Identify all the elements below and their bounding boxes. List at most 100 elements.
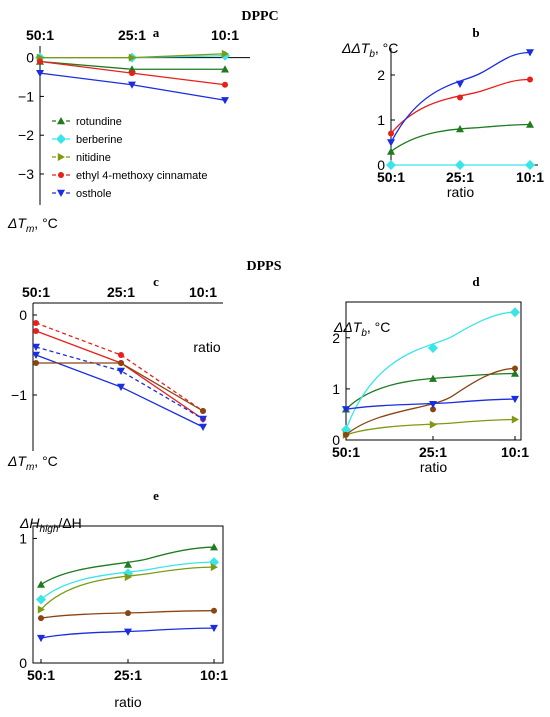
panel-e-xtick-label: 50:1	[27, 667, 55, 683]
data-point-berberine	[510, 307, 520, 318]
legend-marker	[57, 153, 65, 161]
data-point-rotundine	[128, 65, 136, 73]
series-line-osthole	[40, 627, 215, 639]
data-point-osthole-dashed-	[32, 343, 40, 351]
panel-b-xtick-label: 50:1	[377, 169, 405, 185]
panel-a-ytick-label: −3	[18, 166, 34, 182]
data-point-brown	[211, 607, 217, 614]
panel-e-ytick-label: 1	[19, 530, 27, 546]
panel-e-xlabel: ratio	[114, 694, 141, 710]
panel-c-ylabel: ΔTm, °C	[7, 453, 58, 473]
series-line-rotundine	[390, 123, 531, 153]
figure-title-dpps: DPPS	[247, 259, 282, 274]
panel-d: 0 1 2 50:1 25:1 10:1 ratio ΔΔTb, °C	[332, 301, 529, 475]
data-point-osthole	[221, 97, 229, 105]
data-point-brown	[343, 431, 349, 438]
panel-a-xtick-label: 50:1	[26, 27, 54, 43]
data-point-osthole	[342, 406, 350, 414]
panel-letter-d: d	[472, 274, 480, 289]
data-point-osthole	[456, 80, 464, 88]
series-line-ethyl-4-methoxy-cinnamate	[390, 78, 531, 134]
panel-a-xtick-label: 25:1	[118, 27, 146, 43]
data-point-rotundine	[511, 369, 519, 377]
panel-a-xtick-label: 10:1	[211, 27, 239, 43]
panel-e-frame	[32, 525, 224, 664]
data-point-ethyl-4-methoxy-cinnamate-dashed-	[33, 320, 39, 326]
data-point-brown	[512, 365, 518, 372]
data-point-rotundine	[210, 543, 218, 551]
data-point-osthole-dashed-	[199, 415, 207, 423]
series-line-rotundine	[40, 546, 215, 586]
figure-title-dppc: DPPC	[241, 9, 278, 24]
panel-c-ytick-label: −1	[11, 387, 27, 403]
panel-a-ytick-label: 0	[26, 50, 34, 66]
series-line-rotundine	[345, 372, 516, 410]
data-point-osthole	[387, 139, 395, 147]
data-point-osthole	[429, 401, 437, 409]
panel-letter-a: a	[153, 25, 160, 40]
data-point-brown	[33, 360, 39, 366]
data-point-ethyl-4-methoxy-cinnamate-dashed-	[118, 352, 124, 358]
data-point-ethyl-4-methoxy-cinnamate	[37, 58, 43, 65]
panel-e-xtick-label: 25:1	[114, 667, 142, 683]
data-point-osthole	[199, 423, 207, 431]
legend-label: ethyl 4-methoxy cinnamate	[76, 170, 207, 182]
panel-letter-e: e	[153, 488, 159, 503]
legend-marker	[57, 189, 65, 197]
data-point-osthole	[32, 351, 40, 359]
panel-b-ylabel: ΔΔTb, °C	[341, 40, 398, 60]
legend-label: nitidine	[76, 152, 111, 164]
data-point-ethyl-4-methoxy-cinnamate	[457, 94, 463, 101]
panel-e-ytick-label: 0	[19, 655, 27, 671]
panel-b-ytick-label: 1	[377, 112, 385, 128]
panel-b: 0 1 2 50:1 25:1 10:1 ratio ΔΔTb, °C	[341, 40, 544, 200]
data-point-osthole	[37, 634, 45, 643]
series-line-brown	[345, 367, 516, 436]
data-point-osthole	[210, 624, 218, 633]
panel-d-xtick-label: 10:1	[501, 444, 529, 460]
data-point-berberine	[386, 160, 396, 170]
panel-b-ytick-label: 0	[377, 157, 385, 173]
panel-c-xtick-label: 25:1	[107, 284, 135, 300]
data-point-nitidine	[210, 563, 218, 572]
data-point-rotundine	[526, 120, 534, 128]
series-line-osthole	[390, 51, 531, 143]
data-point-brown	[38, 615, 44, 622]
panel-e-xtick-label: 10:1	[200, 667, 228, 683]
panel-d-xtick-label: 25:1	[419, 444, 447, 460]
panel-c: 0 −1 50:1 25:1 10:1 ratio ΔTm, °C	[7, 284, 223, 473]
data-point-rotundine	[37, 580, 45, 588]
panel-b-ytick-label: 2	[377, 67, 385, 83]
data-point-berberine	[455, 160, 465, 170]
panel-a-ylabel: ΔTm, °C	[7, 215, 58, 235]
panel-letter-b: b	[472, 25, 479, 40]
data-point-brown	[200, 408, 206, 414]
data-point-rotundine	[387, 147, 395, 155]
data-point-ethyl-4-methoxy-cinnamate	[129, 70, 135, 77]
legend-label: osthole	[76, 188, 111, 200]
series-line-ethyl-4-methoxy-cinnamate	[35, 330, 204, 420]
data-point-berberine	[36, 594, 46, 605]
data-point-brown	[118, 360, 124, 366]
series-line-nitidine	[345, 418, 516, 436]
data-point-rotundine	[429, 374, 437, 382]
data-point-rotundine	[124, 560, 132, 568]
panel-letter-c: c	[153, 274, 159, 289]
series-line-osthole-dashed-	[35, 346, 204, 420]
data-point-nitidine	[511, 415, 519, 424]
series-line-berberine	[40, 561, 215, 600]
data-point-osthole-dashed-	[117, 367, 125, 375]
legend-marker	[56, 134, 66, 144]
legend-marker	[57, 117, 65, 125]
data-point-osthole	[511, 395, 519, 404]
series-line-osthole	[345, 398, 516, 410]
data-point-osthole	[526, 49, 534, 57]
legend-label: berberine	[76, 134, 122, 146]
data-point-nitidine	[429, 420, 437, 429]
legend: rotundine berberine nitidine ethyl 4-methox…	[52, 116, 207, 200]
panel-a: 0 −1 −2 −3 50:1 25:1 10:1 ΔTm, °C	[7, 27, 250, 235]
panel-c-ytick-label: 0	[19, 307, 27, 323]
panel-c-xlabel: ratio	[193, 339, 220, 355]
series-line-osthole	[35, 354, 204, 428]
